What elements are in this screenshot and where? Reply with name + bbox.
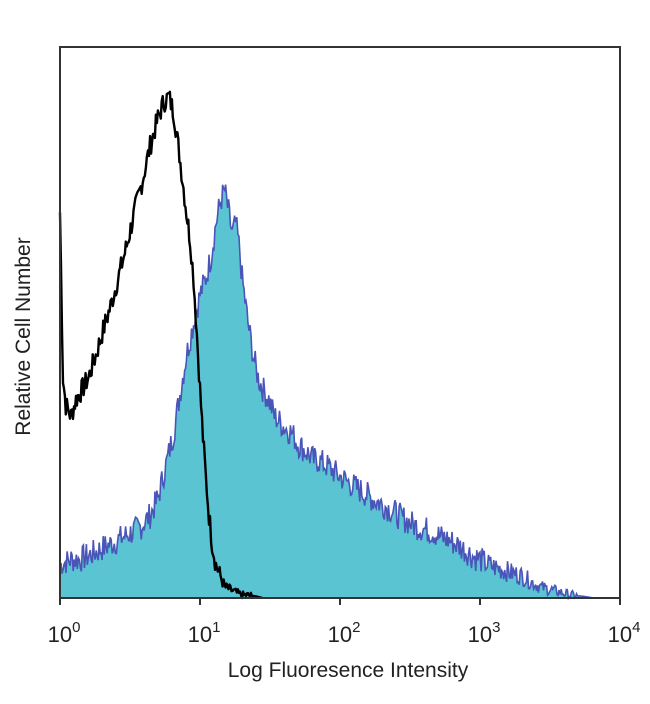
x-tick-label: 104 [608,619,641,647]
x-tick-label: 100 [48,619,81,647]
x-tick-label: 103 [468,619,501,647]
control-histogram-line [58,90,263,600]
y-axis-title: Relative Cell Number [12,237,35,435]
sample-histogram-outline [59,184,594,601]
x-axis-ticks: 100 101 102 103 104 [48,598,641,647]
sample-histogram-fill [60,184,594,598]
plot-area [58,90,594,601]
x-tick-label: 102 [328,619,361,647]
x-axis-title: Log Fluoresence Intensity [228,659,469,682]
x-tick-label: 101 [188,619,221,647]
